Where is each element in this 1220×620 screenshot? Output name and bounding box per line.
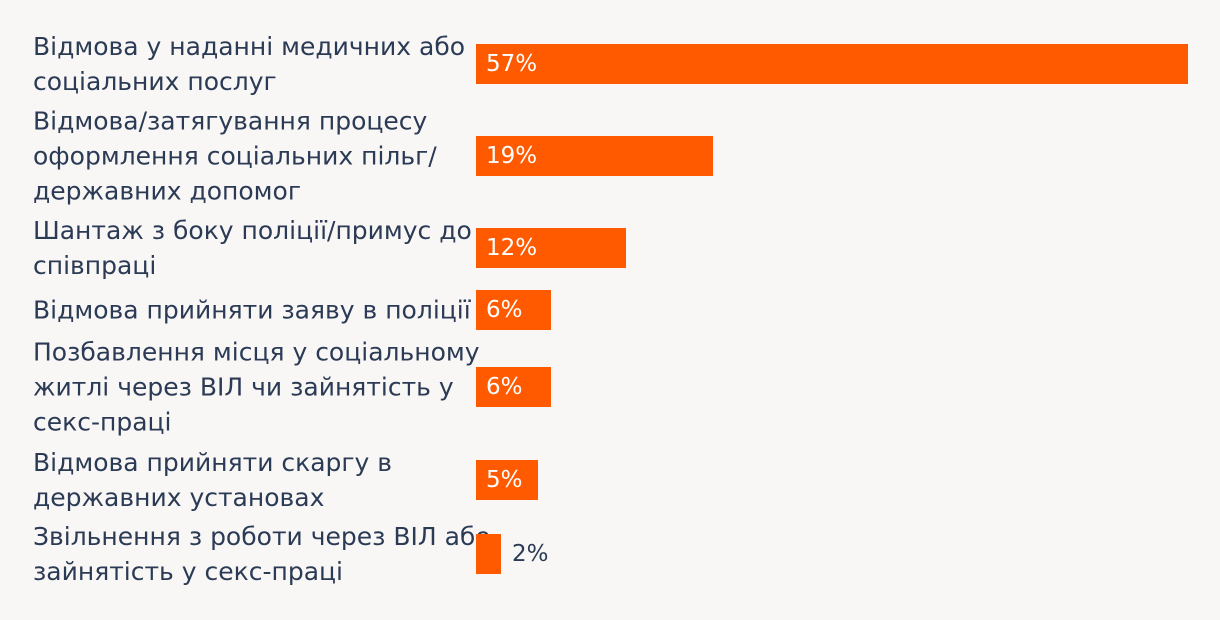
bar <box>476 228 626 268</box>
category-label-line: секс-праці <box>33 407 172 437</box>
bar <box>476 534 501 574</box>
category-label-line: соціальних послуг <box>33 67 277 96</box>
category-label: Відмова прийняти скаргу в державних устан… <box>33 445 463 515</box>
value-label: 6% <box>486 374 523 400</box>
bar <box>476 290 551 330</box>
category-label: Позбавлення місця у соціальному житлі чер… <box>33 335 480 440</box>
value-label: 12% <box>486 235 538 261</box>
value-label: 19% <box>486 143 538 169</box>
value-label: 2% <box>511 541 549 567</box>
value-label: 6% <box>486 297 523 323</box>
category-label-line: Позбавлення місця у соціальному <box>33 337 480 367</box>
category-label-line: Шантаж з боку поліції/примус до <box>33 216 472 245</box>
bar <box>476 44 1188 84</box>
category-label-line: оформлення соціальних пільг/ <box>33 141 437 171</box>
bar <box>476 367 551 407</box>
category-label-line: Відмова прийняти скаргу в <box>33 448 393 477</box>
category-label-line: зайнятість у секс-праці <box>33 557 343 586</box>
category-label-line: державних допомог <box>33 176 301 206</box>
category-label: Відмова/затягування процесу оформлення со… <box>33 104 463 209</box>
category-label-line: державних установах <box>33 483 325 512</box>
bar <box>476 460 539 500</box>
category-label-line: співпраці <box>33 251 157 280</box>
category-label-line: Відмова прийняти заяву в поліції <box>33 295 471 325</box>
value-label: 5% <box>486 467 523 493</box>
bar <box>476 136 714 176</box>
category-label: Звільнення з роботи через ВІЛ або зайняті… <box>33 519 491 589</box>
category-label-line: Відмова у наданні медичних або <box>33 32 466 61</box>
category-label-line: житлі через ВІЛ чи зайнятість у <box>33 372 454 402</box>
category-label: Відмова прийняти заяву в поліції <box>33 293 471 328</box>
value-label: 57% <box>486 51 538 77</box>
category-label: Відмова у наданні медичних або соціальних… <box>33 29 466 99</box>
category-label-line: Відмова/затягування процесу <box>33 106 428 136</box>
category-label: Шантаж з боку поліції/примус до співпраці <box>33 213 472 283</box>
category-label-line: Звільнення з роботи через ВІЛ або <box>33 522 491 551</box>
